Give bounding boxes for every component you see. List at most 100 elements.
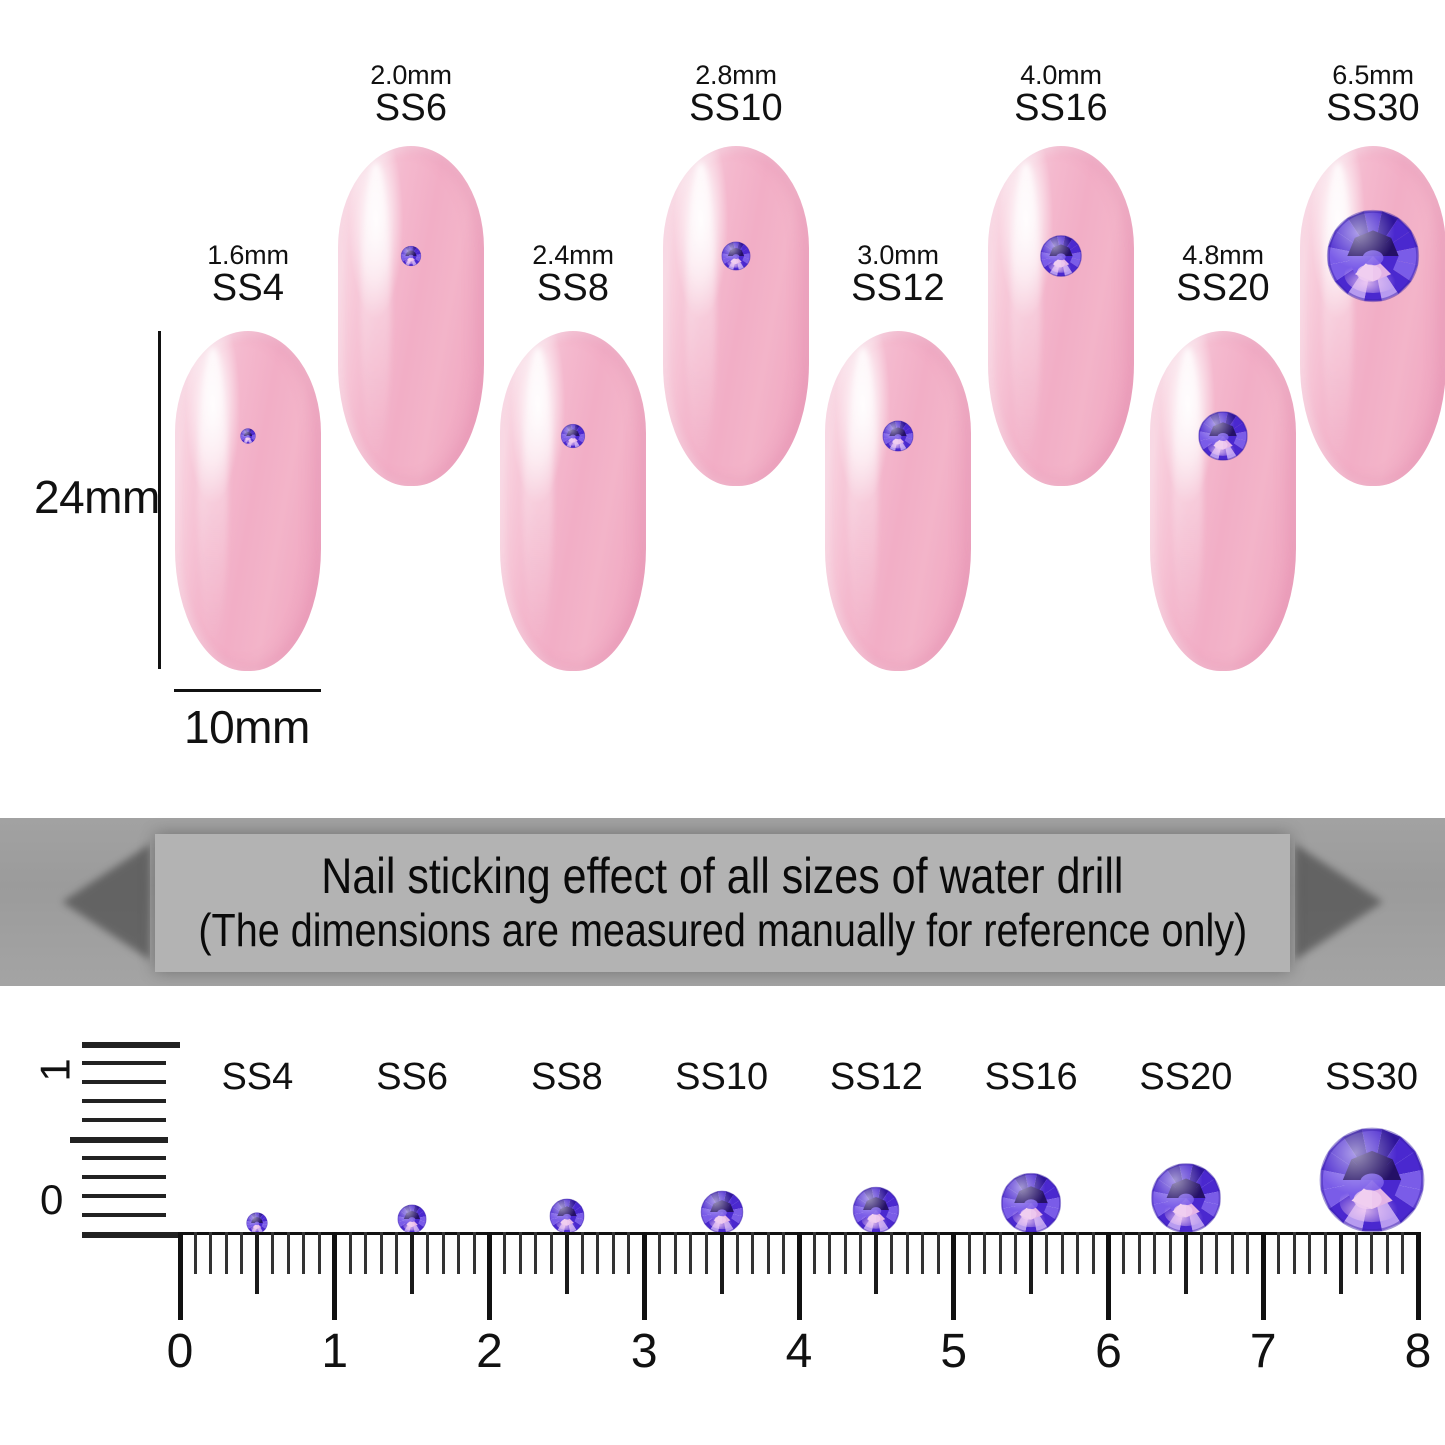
nail-ss-label: SS16 xyxy=(1014,86,1108,129)
nail-sample-ss12: 3.0mm SS12 xyxy=(825,0,971,818)
ruler-tick xyxy=(890,1232,894,1274)
nail-gem-ss30 xyxy=(1326,209,1421,304)
ruler-tick xyxy=(441,1232,445,1274)
ruler-number-3: 3 xyxy=(630,1325,658,1378)
ruler-tick xyxy=(1292,1232,1296,1274)
nail-mm-label: 3.0mm xyxy=(857,240,939,270)
ruler-tick xyxy=(271,1232,275,1274)
ruler-tick xyxy=(1153,1232,1157,1274)
ruler-tick xyxy=(719,1232,724,1294)
ruler-tick xyxy=(503,1232,507,1274)
ruler-tick xyxy=(1137,1232,1141,1274)
ruler-tick xyxy=(364,1232,368,1274)
nail-sample-ss10: 2.8mm SS10 xyxy=(663,0,809,818)
ruler-tick xyxy=(472,1232,476,1274)
ruler-tick xyxy=(673,1232,677,1274)
nail-ss-label: SS30 xyxy=(1326,86,1420,129)
nail-shape xyxy=(175,331,321,671)
ruler-tick xyxy=(1354,1232,1358,1274)
nail-size-label-ss16: 4.0mm SS16 xyxy=(1014,60,1108,129)
ruler-tick xyxy=(859,1232,863,1274)
vertical-scale-tick xyxy=(82,1175,166,1179)
nail-size-label-ss12: 3.0mm SS12 xyxy=(851,240,945,309)
ruler-tick xyxy=(1277,1232,1281,1274)
ruler-tick xyxy=(580,1232,584,1274)
ruler-tick xyxy=(812,1232,816,1274)
vertical-scale-top-number: 1 xyxy=(31,1058,79,1082)
banner-arrow-right-icon xyxy=(1295,818,1445,986)
ruler-tick xyxy=(1246,1232,1250,1274)
vertical-scale-tick xyxy=(82,1194,166,1198)
ruler-tick xyxy=(1415,1232,1421,1320)
ruler-tick xyxy=(286,1232,290,1274)
nail-ss-label: SS12 xyxy=(851,266,945,309)
ruler-tick xyxy=(240,1232,244,1274)
ruler-tick xyxy=(317,1232,321,1274)
nail-gem-ss8 xyxy=(560,423,586,449)
nail-gem-ss12 xyxy=(882,420,914,452)
ruler-tick xyxy=(1183,1232,1188,1294)
vertical-scale-bottom-number: 0 xyxy=(40,1176,64,1223)
ruler-tick xyxy=(487,1232,492,1320)
nail-size-label-ss10: 2.8mm SS10 xyxy=(689,60,783,127)
ruler-number-8: 8 xyxy=(1404,1325,1432,1378)
ruler-label-ss30: SS30 xyxy=(1325,1056,1419,1098)
nail-size-label-ss8: 2.4mm SS8 xyxy=(532,241,614,307)
ruler-label-ss4: SS4 xyxy=(221,1056,294,1098)
ruler-number-4: 4 xyxy=(785,1325,813,1378)
nail-sample-ss20: 4.8mm SS20 xyxy=(1150,0,1296,818)
ruler-gem-ss20 xyxy=(1150,1162,1222,1234)
ruler-label-ss12: SS12 xyxy=(829,1056,923,1098)
ruler-tick xyxy=(410,1232,415,1294)
ruler-tick xyxy=(193,1232,197,1274)
ruler-tick xyxy=(1029,1232,1034,1294)
nail-shape xyxy=(988,146,1134,486)
ruler-tick xyxy=(983,1232,987,1274)
nail-size-label-ss4: 1.6mm SS4 xyxy=(207,240,289,307)
ruler-tick xyxy=(224,1232,228,1274)
ruler-tick xyxy=(766,1232,770,1274)
ruler-tick xyxy=(1370,1232,1374,1274)
ruler-tick xyxy=(1260,1232,1266,1320)
banner-arrow-left-icon xyxy=(0,818,150,986)
ruler-tick xyxy=(457,1232,461,1274)
nail-mm-label: 2.8mm xyxy=(695,60,777,90)
ruler-gem-ss12 xyxy=(852,1186,900,1234)
nail-mm-label: 1.6mm xyxy=(207,240,289,270)
ruler-tick xyxy=(1323,1232,1327,1274)
ruler-number-2: 2 xyxy=(476,1325,503,1378)
ruler-tick xyxy=(1385,1232,1389,1274)
ruler-tick xyxy=(1091,1232,1095,1274)
ruler-tick xyxy=(1338,1232,1343,1294)
ruler-tick xyxy=(1230,1232,1234,1274)
ruler-tick xyxy=(782,1232,786,1274)
ruler-tick xyxy=(1076,1232,1080,1274)
nail-sample-ss8: 2.4mm SS8 xyxy=(500,0,646,818)
nail-size-label-ss6: 2.0mm SS6 xyxy=(370,61,452,127)
nail-sample-ss4: 1.6mm SS4 xyxy=(175,0,321,818)
ruler-tick xyxy=(332,1232,338,1320)
height-dimension-label: 24mm xyxy=(34,471,160,523)
nail-sample-ss6: 2.0mm SS6 xyxy=(338,0,484,818)
ruler-tick xyxy=(1122,1232,1126,1274)
nail-mm-label: 4.8mm xyxy=(1182,240,1264,270)
ruler-tick xyxy=(735,1232,739,1274)
ruler-tick xyxy=(1045,1232,1049,1274)
ruler-gem-ss30 xyxy=(1318,1126,1426,1234)
height-dimension-line xyxy=(158,331,161,669)
ruler-number-5: 5 xyxy=(940,1325,968,1378)
ruler-tick xyxy=(1401,1232,1405,1274)
nail-shape xyxy=(500,331,646,671)
ruler-tick xyxy=(936,1232,940,1274)
nail-mm-label: 4.0mm xyxy=(1020,60,1102,90)
ruler-tick xyxy=(518,1232,522,1274)
nail-sample-ss30: 6.5mm SS30 xyxy=(1300,0,1445,818)
ruler-gem-ss8 xyxy=(549,1198,585,1234)
ruler-tick xyxy=(751,1232,755,1274)
ruler-tick xyxy=(1308,1232,1312,1274)
ruler-tick xyxy=(967,1232,971,1274)
vertical-scale-tick xyxy=(82,1042,180,1048)
nail-gem-ss6 xyxy=(400,245,422,267)
ruler-tick xyxy=(209,1232,213,1274)
ruler-number-0: 0 xyxy=(166,1325,194,1378)
